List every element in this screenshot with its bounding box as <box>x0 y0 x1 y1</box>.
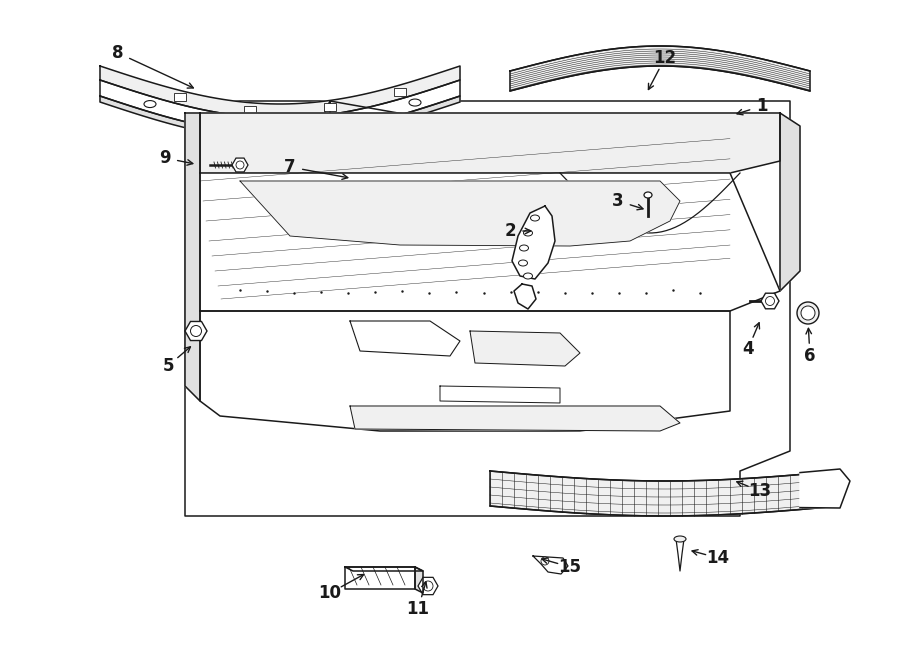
Ellipse shape <box>524 273 533 279</box>
Polygon shape <box>345 567 415 589</box>
Ellipse shape <box>674 536 686 542</box>
Text: 9: 9 <box>159 149 171 167</box>
Polygon shape <box>345 567 423 571</box>
Polygon shape <box>325 101 330 201</box>
Polygon shape <box>470 331 580 366</box>
Ellipse shape <box>244 121 256 128</box>
FancyBboxPatch shape <box>394 88 406 96</box>
Ellipse shape <box>194 114 206 120</box>
Ellipse shape <box>409 99 421 106</box>
Ellipse shape <box>644 192 652 198</box>
Ellipse shape <box>801 306 815 320</box>
Polygon shape <box>514 284 536 309</box>
Polygon shape <box>386 226 410 232</box>
Polygon shape <box>579 243 602 249</box>
Polygon shape <box>496 236 519 242</box>
Polygon shape <box>185 113 200 401</box>
Polygon shape <box>185 101 790 516</box>
Polygon shape <box>606 246 629 251</box>
Text: 11: 11 <box>407 600 429 618</box>
Polygon shape <box>335 192 355 223</box>
Text: 3: 3 <box>612 192 624 210</box>
Text: 7: 7 <box>284 158 296 176</box>
Polygon shape <box>200 173 780 311</box>
Polygon shape <box>240 181 680 246</box>
Circle shape <box>191 325 202 336</box>
Polygon shape <box>305 126 370 196</box>
Polygon shape <box>358 224 382 229</box>
FancyBboxPatch shape <box>324 103 336 112</box>
Ellipse shape <box>354 114 366 120</box>
Polygon shape <box>441 231 464 237</box>
Ellipse shape <box>797 302 819 324</box>
Polygon shape <box>413 229 436 235</box>
Ellipse shape <box>519 245 528 251</box>
Text: 4: 4 <box>742 340 754 358</box>
Polygon shape <box>610 215 629 247</box>
Text: 2: 2 <box>504 222 516 240</box>
Polygon shape <box>490 471 840 516</box>
Polygon shape <box>331 221 355 227</box>
Polygon shape <box>469 233 491 239</box>
Circle shape <box>423 581 433 591</box>
Polygon shape <box>676 539 684 571</box>
Text: 6: 6 <box>805 347 815 365</box>
Text: 12: 12 <box>653 49 677 67</box>
FancyBboxPatch shape <box>244 106 256 114</box>
Polygon shape <box>551 241 574 247</box>
Ellipse shape <box>518 260 527 266</box>
Circle shape <box>766 297 775 305</box>
Polygon shape <box>780 113 800 291</box>
Polygon shape <box>500 206 519 238</box>
Polygon shape <box>800 469 850 508</box>
Polygon shape <box>200 113 780 173</box>
Polygon shape <box>637 218 657 250</box>
Circle shape <box>236 161 244 169</box>
Text: 8: 8 <box>112 44 124 62</box>
Text: 13: 13 <box>749 482 771 500</box>
Text: 15: 15 <box>559 558 581 576</box>
Polygon shape <box>510 46 810 91</box>
Polygon shape <box>445 201 464 233</box>
Text: 10: 10 <box>319 584 341 602</box>
Polygon shape <box>670 161 695 231</box>
Ellipse shape <box>304 121 316 128</box>
Polygon shape <box>390 196 410 228</box>
Ellipse shape <box>524 230 533 236</box>
Polygon shape <box>582 214 602 245</box>
Text: 5: 5 <box>162 357 174 375</box>
Polygon shape <box>100 80 460 134</box>
Ellipse shape <box>144 100 156 108</box>
Polygon shape <box>555 211 574 243</box>
Polygon shape <box>512 206 555 279</box>
Polygon shape <box>350 321 460 356</box>
FancyBboxPatch shape <box>174 93 186 101</box>
Polygon shape <box>330 101 670 221</box>
Polygon shape <box>634 248 657 254</box>
Polygon shape <box>472 204 491 235</box>
Polygon shape <box>350 406 680 431</box>
Polygon shape <box>100 66 460 118</box>
Polygon shape <box>363 194 382 225</box>
Polygon shape <box>415 567 423 593</box>
Polygon shape <box>440 386 560 403</box>
Text: 1: 1 <box>756 97 768 115</box>
Polygon shape <box>533 556 568 574</box>
Polygon shape <box>100 96 460 140</box>
Polygon shape <box>418 199 436 231</box>
Polygon shape <box>200 311 730 431</box>
Polygon shape <box>527 208 547 240</box>
Circle shape <box>541 557 549 565</box>
Text: 14: 14 <box>706 549 730 567</box>
Polygon shape <box>524 239 547 244</box>
Ellipse shape <box>530 215 539 221</box>
